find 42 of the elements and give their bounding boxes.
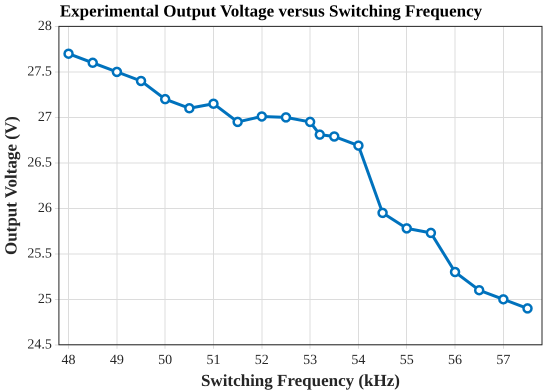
point — [401, 223, 412, 234]
point — [208, 98, 219, 109]
x-tick-label: 48 — [62, 352, 76, 368]
point — [314, 129, 326, 140]
y-tick-label: 27 — [38, 110, 52, 126]
x-tick-label: 50 — [158, 352, 172, 368]
point — [474, 284, 484, 296]
point — [184, 103, 195, 114]
x-tick-label: 49 — [110, 352, 124, 368]
x-tick-label: 57 — [496, 352, 510, 368]
point — [136, 76, 146, 86]
y-tick-label: 25 — [38, 292, 52, 307]
point — [160, 94, 170, 104]
y-tick-label: 24.5 — [27, 337, 52, 352]
x-tick-label: 53 — [303, 352, 318, 368]
point — [329, 131, 340, 142]
x-tick-label: 56 — [448, 352, 462, 368]
point — [232, 116, 243, 128]
y-tick-label: 26 — [38, 201, 52, 216]
y-tick-label: 26.5 — [27, 156, 52, 171]
point — [377, 208, 388, 218]
point — [522, 303, 533, 314]
point — [304, 116, 316, 128]
point — [498, 294, 509, 305]
point — [63, 48, 74, 59]
point — [280, 112, 292, 123]
x-tick-label: 54 — [351, 352, 366, 368]
y-tick-label: 27.5 — [27, 64, 52, 80]
x-axis-title: Switching Frequency (kHz) — [200, 371, 400, 390]
point — [256, 111, 268, 122]
x-tick-label: 52 — [254, 352, 269, 368]
point — [450, 266, 460, 278]
y-tick-label: 28 — [38, 19, 52, 34]
chart-title: Experimental Output Voltage versus Switching Frequency — [60, 2, 483, 21]
point — [353, 140, 364, 151]
point — [112, 66, 122, 78]
y-axis-title: Output Voltage (V) — [2, 116, 21, 256]
point — [426, 228, 436, 238]
x-tick-label: 55 — [400, 352, 414, 368]
point — [87, 58, 98, 68]
x-tick-label: 51 — [206, 352, 220, 368]
y-tick-label: 25.5 — [27, 246, 52, 262]
